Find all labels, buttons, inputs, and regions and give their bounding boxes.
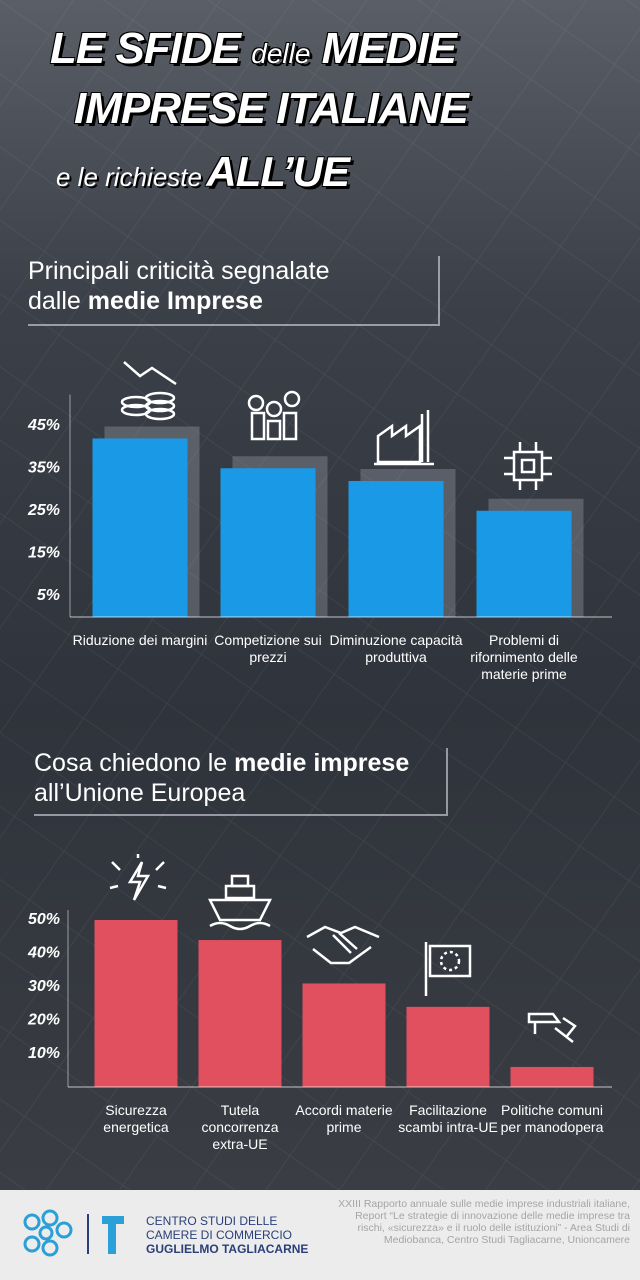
heading-part: all’Unione Europea: [34, 779, 246, 807]
bar: [94, 920, 178, 1087]
title-line-3: e le richieste ALL’UE: [56, 148, 350, 196]
title-part: ALL’UE: [206, 148, 350, 195]
bar: [302, 983, 386, 1087]
logo: [23, 1209, 124, 1257]
chart-1-heading: Principali criticità segnalate dalle medi…: [28, 256, 440, 326]
bar: [510, 1066, 594, 1087]
x-tick-label: Accordi materie prime: [295, 1102, 393, 1135]
heading-part: medie imprese: [234, 749, 410, 777]
heading-part: Cosa chiedono le: [34, 749, 228, 777]
x-tick-label: Tutela concorrenza extra-UE: [201, 1102, 279, 1152]
bar: [348, 481, 444, 617]
y-tick-label: 10%: [28, 1045, 60, 1062]
y-tick-label: 35%: [28, 459, 60, 476]
x-tick-label: Problemi di rifornimento delle materie p…: [470, 632, 578, 682]
chart-canvas: 5% 15% 25% 35% 45% 10% 20% 30% 40% 50%: [0, 0, 640, 1190]
x-tick-label: Riduzione dei margini: [72, 632, 208, 648]
bar: [220, 468, 316, 617]
org-line: CAMERE DI COMMERCIO: [146, 1228, 293, 1242]
y-tick-label: 5%: [37, 587, 60, 604]
org-name: CENTRO STUDI DELLE CAMERE DI COMMERCIO G…: [146, 1214, 308, 1256]
footer: CENTRO STUDI DELLE CAMERE DI COMMERCIO G…: [0, 1190, 640, 1280]
title-part: delle: [251, 38, 311, 69]
x-tick-label: Politiche comuni per manodopera: [500, 1102, 604, 1135]
y-tick-label: 45%: [27, 417, 60, 434]
x-tick-label: Competizione sui prezzi: [214, 632, 322, 665]
chart-2-heading: Cosa chiedono le medie imprese all’Union…: [34, 748, 448, 816]
y-tick-label: 40%: [27, 945, 60, 962]
icons: [109, 361, 577, 1043]
y-tick-label: 25%: [27, 502, 60, 519]
heading-part: Principali criticità segnalate: [28, 257, 330, 285]
y-tick-label: 15%: [28, 544, 60, 561]
x-tick-label: Diminuzione capacità produttiva: [329, 632, 463, 665]
bar: [92, 438, 188, 617]
heading-part: dalle: [28, 287, 81, 315]
bar: [476, 510, 572, 617]
y-tick-label: 30%: [28, 978, 60, 995]
title-line-2: IMPRESE ITALIANE: [74, 84, 469, 134]
org-line: GUGLIELMO TAGLIACARNE: [146, 1242, 309, 1256]
heading-part: medie Imprese: [87, 287, 263, 315]
title-part: MEDIE: [321, 24, 457, 73]
title-part: LE SFIDE: [50, 24, 241, 73]
org-line: CENTRO STUDI DELLE: [146, 1214, 278, 1228]
x-tick-label: Sicurezza energetica: [103, 1102, 169, 1135]
title-part: IMPRESE ITALIANE: [74, 84, 469, 133]
title-line-1: LE SFIDE delle MEDIE: [50, 24, 457, 74]
bar: [406, 1006, 490, 1087]
y-tick-label: 20%: [27, 1011, 60, 1028]
bar: [198, 940, 282, 1087]
title-part: e le richieste: [56, 162, 202, 192]
source-note: XXIII Rapporto annuale sulle medie impre…: [338, 1198, 630, 1246]
x-tick-label: Facilitazione scambi intra-UE: [398, 1102, 498, 1135]
y-tick-label: 50%: [28, 911, 60, 928]
